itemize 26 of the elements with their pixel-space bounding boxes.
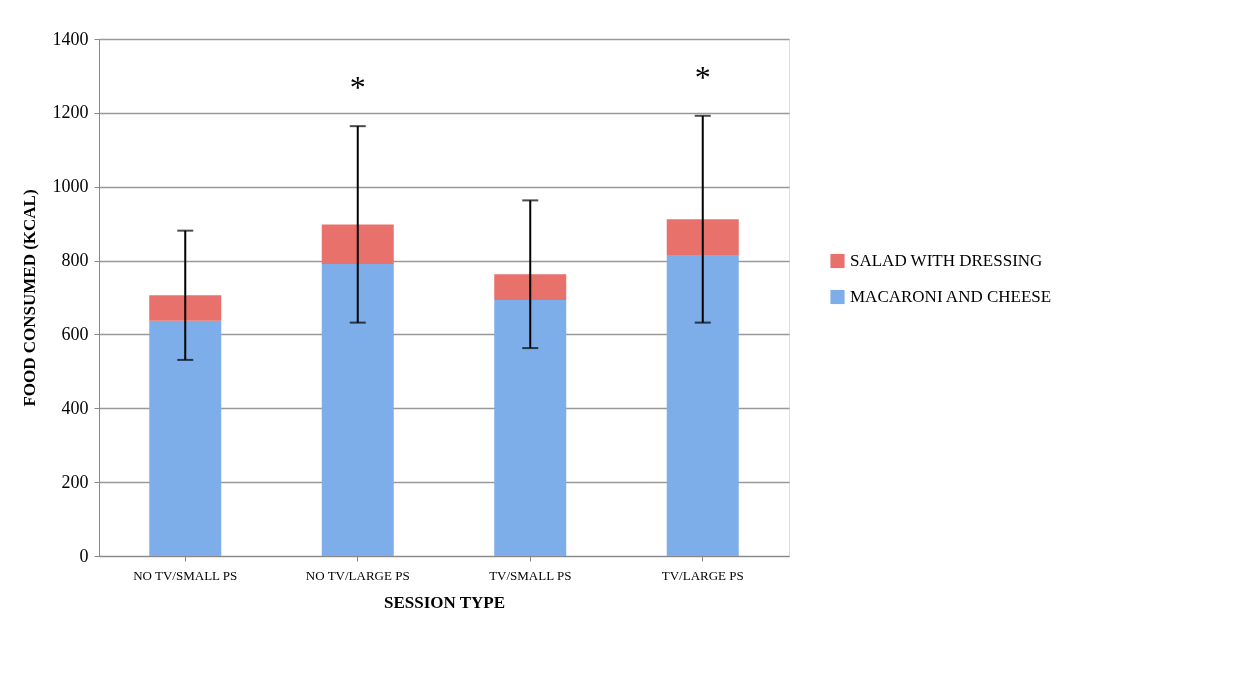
legend-label: SALAD WITH DRESSING <box>850 251 1043 270</box>
y-tick-label: 1200 <box>52 102 89 123</box>
bar <box>494 300 567 556</box>
x-tick-label: TV/LARGE PS <box>661 567 744 583</box>
bar <box>494 274 567 301</box>
annotation: * <box>694 58 711 95</box>
y-axis-title: FOOD CONSUMED (KCAL) <box>19 189 39 407</box>
bar <box>321 263 394 556</box>
bar <box>149 320 222 556</box>
x-axis-title: SESSION TYPE <box>383 592 506 612</box>
bar <box>149 295 222 321</box>
y-tick-label: 600 <box>61 323 89 344</box>
x-tick-label: TV/SMALL PS <box>489 567 572 583</box>
legend-label: MACARONI AND CHEESE <box>850 287 1052 306</box>
annotation: * <box>349 69 366 106</box>
x-tick-label: NO TV/SMALL PS <box>133 567 238 583</box>
bar <box>666 219 739 256</box>
y-tick-label: 1000 <box>52 176 89 197</box>
x-tick-label: NO TV/LARGE PS <box>305 567 410 583</box>
bar <box>321 224 394 264</box>
y-tick-label: 0 <box>79 545 89 566</box>
y-tick-label: 1400 <box>52 28 89 49</box>
y-tick-label: 800 <box>61 250 89 271</box>
bar <box>666 255 739 556</box>
y-tick-label: 400 <box>61 397 89 418</box>
y-tick-label: 200 <box>61 471 89 492</box>
